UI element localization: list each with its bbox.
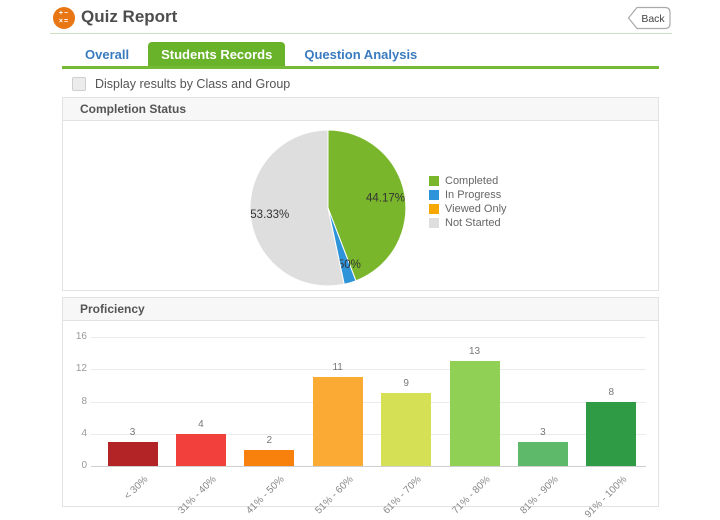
gridline-4 — [91, 433, 646, 435]
bar-value-label: 13 — [468, 346, 481, 358]
bar-value-label: 4 — [198, 418, 204, 430]
proficiency-title: Proficiency — [63, 298, 658, 321]
back-button-label: Back — [641, 13, 665, 25]
bar-71-80-[interactable] — [449, 361, 500, 466]
pie-slice-not-started[interactable] — [249, 129, 345, 287]
header-divider — [50, 33, 672, 34]
legend-swatch — [429, 218, 439, 228]
legend-label: Completed — [445, 175, 499, 187]
bar-51-60-[interactable] — [312, 377, 363, 466]
bar-value-label: 2 — [266, 434, 273, 446]
bar-31-40-[interactable] — [175, 433, 226, 467]
legend-item-not-started[interactable]: Not Started — [429, 216, 507, 230]
completion-status-title: Completion Status — [63, 98, 658, 121]
bar-61-70-[interactable] — [381, 393, 432, 466]
legend-item-viewed-only[interactable]: Viewed Only — [429, 202, 507, 216]
bar-41-50-[interactable] — [244, 449, 295, 466]
pie-percentage-label: 44.17% — [366, 192, 405, 204]
icon-glyph-row: ×= — [58, 18, 70, 25]
x-axis-label: 31% - 40% — [176, 474, 219, 517]
bar-<-30-[interactable] — [107, 441, 158, 466]
back-button[interactable]: Back — [626, 6, 672, 30]
gridline-8 — [91, 401, 646, 403]
x-axis-label: 81% - 90% — [518, 474, 561, 517]
x-axis-label: 91% - 100% — [582, 474, 630, 520]
report-tabs: Overall Students Records Question Analys… — [72, 42, 436, 67]
x-axis-label: 71% - 80% — [449, 474, 493, 517]
back-button-shape — [627, 6, 671, 30]
legend-label: Not Started — [445, 217, 501, 229]
y-axis-tick-label: 0 — [81, 460, 87, 471]
gridline-12 — [91, 369, 646, 371]
completion-pie-chart: 44.17% 2.50% 53.33% Completed In Progress Vi… — [63, 121, 658, 290]
y-axis-tick-label: 4 — [81, 427, 87, 439]
tab-overall[interactable]: Overall — [85, 47, 130, 62]
legend-label: Viewed Only — [445, 203, 507, 215]
tab-students-records[interactable]: Students Records — [148, 42, 286, 67]
bar-value-label: 8 — [608, 386, 615, 398]
legend-swatch — [429, 176, 439, 186]
pie-legend: Completed In Progress Viewed Only Not Start… — [429, 174, 507, 230]
legend-item-completed[interactable]: Completed — [429, 174, 507, 188]
checkbox-label: Display results by Class and Group — [95, 77, 291, 91]
filter-row: Display results by Class and Group — [72, 77, 290, 91]
quiz-calculator-icon: +− ×= — [53, 7, 75, 29]
legend-item-in-progress[interactable]: In Progress — [429, 188, 507, 202]
bar-value-label: 3 — [129, 426, 136, 438]
gridline-16 — [91, 337, 646, 338]
bar-value-label: 9 — [403, 378, 409, 390]
bar-91-100-[interactable] — [586, 401, 637, 466]
y-axis-tick-label: 8 — [81, 395, 87, 407]
gridline-0 — [91, 466, 646, 467]
page-title: Quiz Report — [81, 7, 178, 26]
x-axis-label: < 30% — [122, 474, 151, 503]
legend-label: In Progress — [445, 189, 502, 201]
tab-underline — [62, 66, 659, 69]
pie-percentage-label: 53.33% — [250, 209, 289, 221]
bar-value-label: 11 — [332, 362, 343, 374]
proficiency-panel: Proficiency 0 4 8 12 16 3 < 30% 4 31% - 40% 2 41% … — [62, 297, 659, 520]
x-axis-label: 51% - 60% — [313, 474, 356, 517]
y-axis-tick-label: 12 — [75, 363, 87, 375]
icon-glyph-row: +− — [58, 10, 70, 17]
tab-question-analysis[interactable]: Question Analysis — [304, 47, 418, 62]
completion-status-panel: Completion Status 44.17% 2.50% 53.33% Comp… — [62, 97, 659, 291]
pie-svg: 44.17%2.50%53.33% — [249, 129, 407, 287]
pie-slice-completed[interactable] — [327, 129, 407, 282]
proficiency-bar-chart: 0 4 8 12 16 3 < 30% 4 31% - 40% 2 41% - 50% 11 51% -… — [63, 321, 658, 520]
x-axis-label: 41% - 50% — [244, 474, 288, 517]
y-axis-tick-label: 16 — [75, 331, 87, 342]
bar-81-90-[interactable] — [517, 441, 568, 466]
legend-swatch — [429, 204, 439, 214]
x-axis-label: 61% - 70% — [381, 474, 424, 517]
display-by-class-checkbox[interactable] — [72, 77, 86, 91]
bar-value-label: 3 — [540, 426, 546, 438]
legend-swatch — [429, 190, 439, 200]
